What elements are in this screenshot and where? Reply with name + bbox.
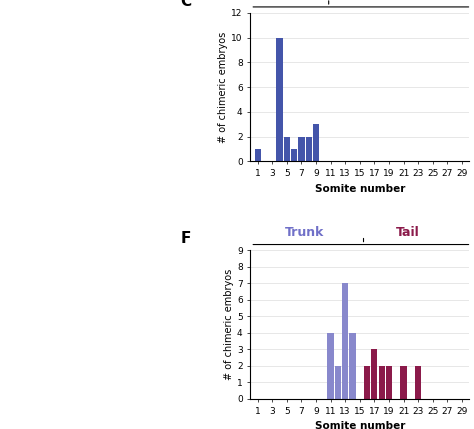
Bar [298,136,304,161]
Bar [386,366,392,399]
Bar [349,333,356,399]
Bar [284,136,290,161]
Bar [401,366,407,399]
Bar [415,366,421,399]
Text: F: F [180,231,191,246]
Bar [342,284,348,399]
Bar [306,136,312,161]
Text: Tail: Tail [396,226,420,239]
Bar [291,149,297,161]
Bar [328,333,334,399]
Bar [364,366,370,399]
Bar [313,124,319,161]
X-axis label: Somite number: Somite number [315,421,405,429]
Bar [255,149,261,161]
Y-axis label: # of chimeric embryos: # of chimeric embryos [219,31,228,143]
Text: Trunk: Trunk [285,0,325,1]
Text: Trunk: Trunk [285,226,325,239]
Y-axis label: # of chimeric embryos: # of chimeric embryos [224,269,234,381]
Bar [379,366,385,399]
Text: C: C [180,0,191,9]
Text: Tail: Tail [396,0,420,1]
X-axis label: Somite number: Somite number [315,184,405,193]
Bar [276,38,283,161]
Bar [371,350,377,399]
Bar [335,366,341,399]
